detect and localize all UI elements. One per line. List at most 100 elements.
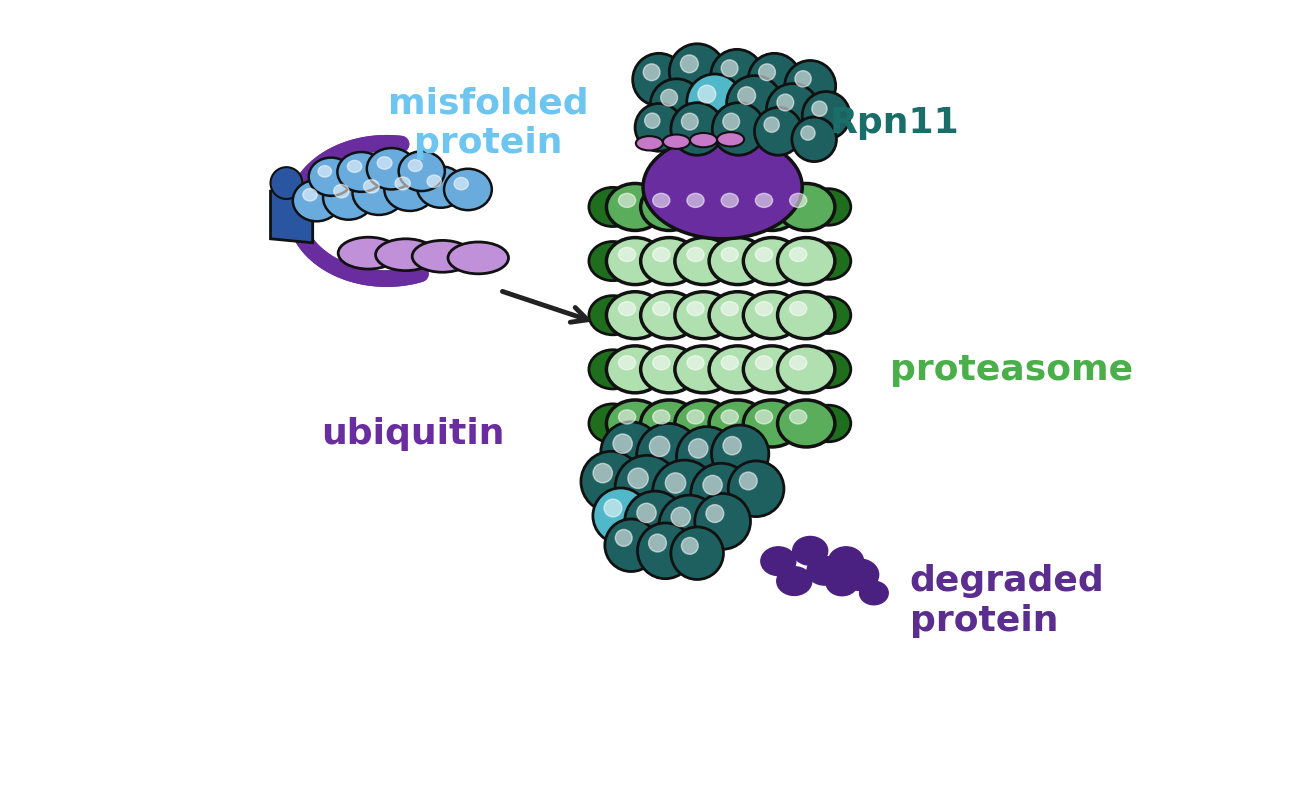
Circle shape xyxy=(740,472,758,490)
Ellipse shape xyxy=(789,410,807,424)
Ellipse shape xyxy=(687,248,704,262)
Ellipse shape xyxy=(777,567,811,595)
Circle shape xyxy=(749,53,801,106)
Ellipse shape xyxy=(789,356,807,370)
Circle shape xyxy=(660,89,677,106)
Ellipse shape xyxy=(721,302,738,316)
Ellipse shape xyxy=(710,183,767,231)
Circle shape xyxy=(706,505,724,522)
Circle shape xyxy=(681,113,698,130)
Ellipse shape xyxy=(635,136,663,150)
Ellipse shape xyxy=(743,237,801,285)
Circle shape xyxy=(604,499,622,517)
Ellipse shape xyxy=(652,193,671,208)
Ellipse shape xyxy=(652,410,671,424)
Circle shape xyxy=(669,44,725,100)
Circle shape xyxy=(616,529,633,546)
Ellipse shape xyxy=(353,170,405,215)
Circle shape xyxy=(613,434,633,454)
Ellipse shape xyxy=(690,133,717,147)
Circle shape xyxy=(681,537,698,554)
Ellipse shape xyxy=(395,177,410,190)
Circle shape xyxy=(723,113,740,130)
Circle shape xyxy=(801,126,815,140)
Ellipse shape xyxy=(607,183,664,231)
Ellipse shape xyxy=(755,302,772,316)
Ellipse shape xyxy=(806,189,850,225)
Circle shape xyxy=(728,461,784,517)
Ellipse shape xyxy=(743,291,801,339)
Circle shape xyxy=(764,117,780,132)
Circle shape xyxy=(691,463,751,524)
Ellipse shape xyxy=(789,248,807,262)
Text: ubiquitin: ubiquitin xyxy=(320,417,504,451)
Circle shape xyxy=(738,87,755,104)
Ellipse shape xyxy=(710,237,767,285)
Circle shape xyxy=(271,167,302,199)
Ellipse shape xyxy=(641,237,698,285)
Ellipse shape xyxy=(618,248,635,262)
Circle shape xyxy=(652,460,716,524)
Circle shape xyxy=(615,455,678,519)
Ellipse shape xyxy=(589,187,637,227)
Text: Rpn11: Rpn11 xyxy=(831,107,960,140)
Text: misfolded
protein: misfolded protein xyxy=(388,87,589,160)
Circle shape xyxy=(625,491,685,552)
Circle shape xyxy=(727,76,783,131)
Ellipse shape xyxy=(755,248,772,262)
Circle shape xyxy=(605,519,658,572)
Circle shape xyxy=(637,423,700,487)
Ellipse shape xyxy=(413,240,473,272)
Ellipse shape xyxy=(409,159,422,172)
Ellipse shape xyxy=(755,410,772,424)
Ellipse shape xyxy=(339,237,398,269)
Ellipse shape xyxy=(367,148,417,189)
Ellipse shape xyxy=(318,166,332,177)
Ellipse shape xyxy=(417,166,465,208)
Ellipse shape xyxy=(789,193,807,208)
Circle shape xyxy=(650,436,669,457)
Circle shape xyxy=(592,463,612,483)
Ellipse shape xyxy=(333,185,349,198)
Ellipse shape xyxy=(448,242,509,274)
Ellipse shape xyxy=(828,547,863,576)
Circle shape xyxy=(600,422,661,482)
Ellipse shape xyxy=(806,351,850,388)
Ellipse shape xyxy=(806,405,850,442)
Circle shape xyxy=(689,439,708,458)
Circle shape xyxy=(785,60,836,111)
Ellipse shape xyxy=(760,547,796,576)
Ellipse shape xyxy=(806,243,850,279)
Ellipse shape xyxy=(589,241,637,281)
Ellipse shape xyxy=(859,581,888,605)
Ellipse shape xyxy=(674,400,732,447)
Ellipse shape xyxy=(618,193,635,208)
Circle shape xyxy=(711,425,768,482)
Circle shape xyxy=(671,103,724,155)
Ellipse shape xyxy=(384,168,435,211)
Circle shape xyxy=(628,468,648,489)
Circle shape xyxy=(659,495,720,556)
Ellipse shape xyxy=(674,183,732,231)
Ellipse shape xyxy=(743,400,801,447)
Ellipse shape xyxy=(348,160,362,172)
Ellipse shape xyxy=(687,193,704,208)
Ellipse shape xyxy=(337,152,385,192)
Ellipse shape xyxy=(641,400,698,447)
Ellipse shape xyxy=(710,345,767,393)
Circle shape xyxy=(695,494,750,549)
Circle shape xyxy=(650,79,703,131)
Circle shape xyxy=(777,94,794,111)
Ellipse shape xyxy=(743,345,801,393)
Polygon shape xyxy=(271,183,312,243)
Circle shape xyxy=(759,64,776,80)
Ellipse shape xyxy=(777,183,835,231)
Ellipse shape xyxy=(641,183,698,231)
Ellipse shape xyxy=(652,302,671,316)
Ellipse shape xyxy=(717,132,745,146)
Circle shape xyxy=(644,113,660,128)
Circle shape xyxy=(723,436,741,455)
Circle shape xyxy=(648,534,667,552)
Ellipse shape xyxy=(687,410,704,424)
Ellipse shape xyxy=(793,537,828,565)
